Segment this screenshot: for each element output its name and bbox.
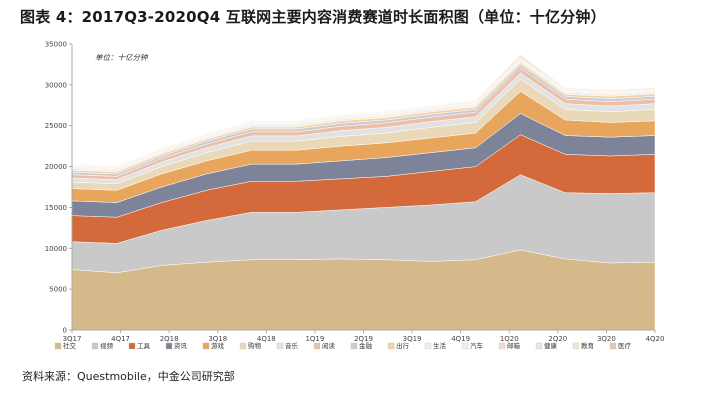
x-tick-label: 1Q19: [305, 335, 324, 343]
legend-label: 医疗: [618, 341, 632, 350]
source-note: 资料来源：Questmobile，中金公司研究部: [22, 370, 235, 383]
x-axis: 3Q17 4Q17 2Q18 3Q18 4Q18 1Q19 2Q19 3Q19 4Q19 1Q20…: [63, 329, 665, 343]
y-tick-label: 25000: [45, 122, 67, 130]
legend-label: 出行: [396, 341, 410, 350]
x-tick-label: 4Q17: [111, 335, 130, 343]
legend-swatch: [498, 342, 506, 350]
cropped-text-line: [0, 398, 715, 406]
legend-swatch: [54, 342, 62, 350]
figure-title: 图表 4：2017Q3-2020Q4 互联网主要内容消费赛道时长面积图（单位：十…: [20, 8, 606, 26]
legend-swatch: [609, 342, 617, 350]
unit-label: 单位：十亿分钟: [95, 53, 149, 62]
legend-label: 社交: [63, 341, 77, 350]
y-tick-label: 35000: [45, 41, 67, 49]
legend-swatch: [313, 342, 321, 350]
y-tick-label: 15000: [45, 204, 67, 212]
legend-swatch: [424, 342, 432, 350]
legend-swatch: [276, 342, 284, 350]
legend-label: 教育: [581, 341, 595, 350]
legend-label: 购物: [248, 341, 262, 350]
x-tick-label: 4Q20: [646, 335, 665, 343]
legend-swatch: [165, 342, 173, 350]
y-tick-label: 30000: [45, 81, 67, 89]
legend-label: 邮箱: [507, 341, 521, 350]
legend-label: 阅读: [322, 341, 336, 350]
legend-swatch: [461, 342, 469, 350]
x-tick-label: 4Q19: [451, 335, 470, 343]
legend-label: 游戏: [211, 341, 225, 350]
x-tick-label: 2Q18: [160, 335, 179, 343]
legend-label: 资讯: [174, 341, 188, 350]
x-tick-label: 3Q17: [63, 335, 82, 343]
x-tick-label: 2Q19: [354, 335, 373, 343]
legend-swatch: [91, 342, 99, 350]
legend-swatch: [572, 342, 580, 350]
legend-swatch: [128, 342, 136, 350]
legend-label: 工具: [137, 342, 151, 350]
y-tick-label: 0: [63, 327, 67, 335]
legend-label: 音乐: [285, 341, 299, 350]
stacked-area-chart: 0 5000 10000 15000 20000 25000 30000 35000 3Q17…: [45, 41, 665, 351]
legend-label: 健康: [544, 341, 558, 350]
legend-label: 生活: [433, 341, 447, 350]
x-tick-label: 3Q19: [403, 335, 422, 343]
legend: 社交 视频 工具 资讯 游戏 购物 音乐 阅读 金融 出行 生活 汽车 邮箱 健康 教育 医疗: [54, 341, 632, 350]
y-axis: 0 5000 10000 15000 20000 25000 30000 35000: [45, 41, 73, 335]
legend-label: 金融: [359, 341, 373, 350]
legend-swatch: [387, 342, 395, 350]
y-tick-label: 10000: [45, 245, 67, 253]
area-layers: [71, 54, 656, 331]
legend-swatch: [350, 342, 358, 350]
legend-label: 汽车: [470, 341, 484, 350]
x-tick-label: 3Q20: [597, 335, 616, 343]
area-series-16: [71, 54, 656, 167]
legend-swatch: [239, 342, 247, 350]
legend-swatch: [202, 342, 210, 350]
x-tick-label: 2Q20: [548, 335, 567, 343]
legend-swatch: [535, 342, 543, 350]
y-tick-label: 5000: [49, 286, 67, 294]
x-tick-label: 4Q18: [257, 335, 276, 343]
y-tick-label: 20000: [45, 163, 67, 171]
x-tick-label: 1Q20: [500, 335, 519, 343]
legend-label: 视频: [100, 341, 114, 350]
x-tick-label: 3Q18: [208, 335, 227, 343]
